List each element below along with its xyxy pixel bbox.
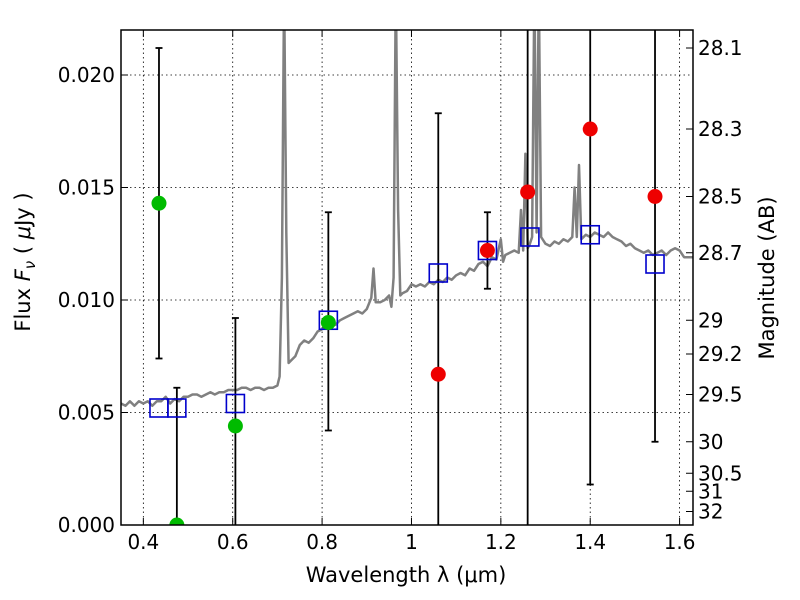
y-axis-label-part: Flux bbox=[11, 281, 35, 331]
model-square-marker bbox=[225, 393, 246, 414]
x-tick-label: 0.6 bbox=[217, 530, 249, 554]
red-data-point bbox=[582, 121, 598, 137]
y-tick-label: 0.015 bbox=[58, 176, 115, 200]
x-axis-label: Wavelength λ (μm) bbox=[306, 563, 507, 587]
y-axis-label-subscript: ν bbox=[21, 261, 39, 269]
y-axis-label-mu: μ bbox=[11, 226, 35, 240]
y-axis-label: Flux Fν ( μJy ) bbox=[11, 192, 39, 331]
y2-tick-label: 29.5 bbox=[698, 383, 743, 407]
model-square-marker bbox=[477, 240, 498, 261]
model-square-marker bbox=[428, 263, 449, 283]
y2-tick-label: 29 bbox=[698, 308, 723, 332]
x-tick-label: 0.4 bbox=[127, 530, 159, 554]
ticks-layer: 0.4 0.6 0.8 1 1.2 1.4 1.6 0.000 0.005 0.010 0.015 0… bbox=[58, 30, 743, 554]
x-tick-label: 1.4 bbox=[574, 530, 606, 554]
x-tick-label: 1.6 bbox=[664, 530, 696, 554]
model-square-marker bbox=[167, 398, 187, 418]
y2-tick-label: 30 bbox=[698, 430, 723, 454]
y2-axis-label: Magnitude (AB) bbox=[755, 196, 779, 359]
y-tick-label: 0.020 bbox=[58, 63, 115, 87]
x-tick-label: 1 bbox=[405, 530, 418, 554]
green-data-point bbox=[320, 315, 336, 330]
y-axis-label-symbol: F bbox=[11, 268, 35, 281]
y2-tick-label: 28.7 bbox=[698, 241, 743, 265]
y-axis-label-part: ( bbox=[11, 239, 35, 261]
y2-tick-label: 28.3 bbox=[698, 117, 743, 141]
model-square-marker bbox=[645, 254, 665, 274]
red-data-point bbox=[479, 243, 495, 258]
y2-tick-label: 29.2 bbox=[698, 342, 743, 366]
y2-tick-label: 28.5 bbox=[698, 185, 743, 209]
y-tick-label: 0.000 bbox=[58, 513, 115, 537]
model-square-marker bbox=[520, 227, 540, 247]
y-tick-label: 0.010 bbox=[58, 288, 115, 312]
red-data-point bbox=[430, 366, 446, 382]
y2-tick-label: 32 bbox=[698, 500, 723, 524]
model-square-marker bbox=[580, 224, 601, 245]
x-tick-label: 1.2 bbox=[485, 530, 517, 554]
x-tick-label: 0.8 bbox=[306, 530, 338, 554]
model-spectrum-line bbox=[121, 30, 693, 408]
green-data-point bbox=[151, 195, 167, 211]
y-axis-label-part: Jy ) bbox=[11, 192, 35, 228]
red-data-point bbox=[520, 184, 536, 200]
y-tick-label: 0.005 bbox=[58, 401, 115, 425]
plot-frame bbox=[120, 29, 694, 526]
model-spectrum-layer bbox=[121, 30, 693, 408]
y2-tick-label: 30.5 bbox=[698, 461, 743, 485]
red-data-point bbox=[647, 189, 663, 204]
grid-lines bbox=[121, 30, 693, 526]
error-bars-layer bbox=[155, 30, 659, 525]
markers-layer bbox=[149, 121, 665, 525]
y2-tick-label: 31 bbox=[698, 479, 723, 503]
green-data-point bbox=[169, 517, 185, 525]
green-data-point bbox=[227, 418, 243, 434]
y2-tick-label: 28.1 bbox=[698, 36, 743, 60]
